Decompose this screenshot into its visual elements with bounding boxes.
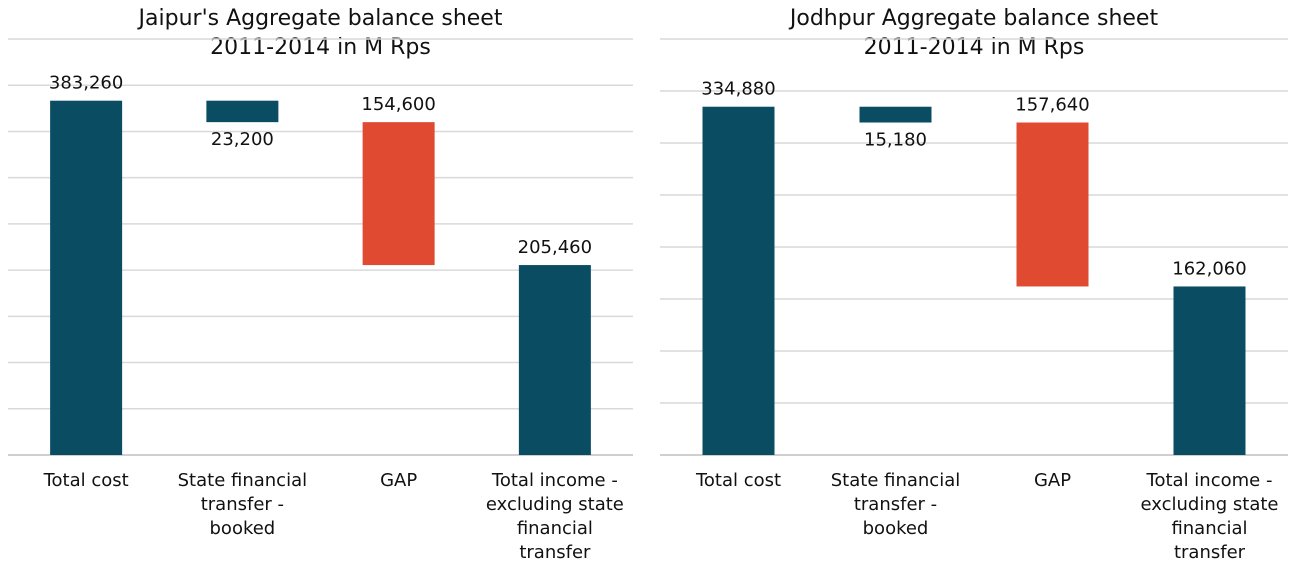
x-tick-label: Total cost xyxy=(43,470,129,491)
x-tick-label: Total income - excluding state financial… xyxy=(485,470,624,563)
data-label: 23,200 xyxy=(211,129,274,150)
data-label: 162,060 xyxy=(1172,258,1246,279)
data-label: 157,640 xyxy=(1015,95,1089,116)
x-tick-label: GAP xyxy=(380,470,418,491)
bar xyxy=(702,106,775,456)
data-label: 334,880 xyxy=(701,79,775,100)
chart-title: Jaipur's Aggregate balance sheet xyxy=(137,6,503,31)
bar xyxy=(1016,122,1089,287)
bar xyxy=(518,265,591,455)
data-label: 154,600 xyxy=(361,94,435,115)
x-tick-label: GAP xyxy=(1033,470,1072,491)
bar xyxy=(206,100,279,123)
x-tick-label: State financial transfer - booked xyxy=(830,470,961,539)
data-label: 205,460 xyxy=(518,237,592,258)
bar xyxy=(50,100,123,456)
bar xyxy=(362,122,435,266)
x-tick-label: State financial transfer - booked xyxy=(177,470,308,539)
x-tick-label: Total cost xyxy=(695,470,782,491)
chart-title: Jodhpur Aggregate balance sheet xyxy=(788,6,1159,31)
data-label: 383,260 xyxy=(49,73,123,94)
data-label: 15,180 xyxy=(864,130,927,151)
x-tick-label: Total income - excluding state financial… xyxy=(1140,470,1279,563)
bar xyxy=(859,106,932,123)
bar xyxy=(1173,286,1246,455)
